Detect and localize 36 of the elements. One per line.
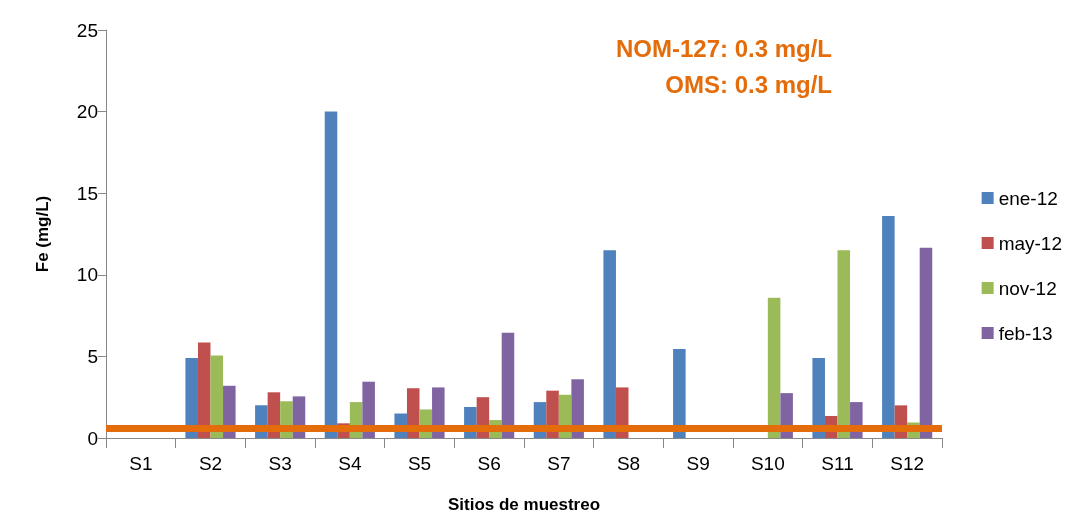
bar (767, 297, 781, 438)
bar (603, 250, 616, 438)
y-axis-title: Fe (mg/L) (33, 195, 52, 273)
bar (812, 358, 825, 438)
x-tick-label: S4 (338, 453, 362, 474)
bar (882, 216, 895, 438)
bar (185, 358, 198, 438)
bar (197, 342, 211, 438)
legend-label: feb-13 (998, 322, 1053, 344)
x-tick-label: S7 (547, 453, 571, 474)
legend-label: ene-12 (998, 187, 1058, 209)
x-tick-label: S9 (686, 453, 710, 474)
legend-label: nov-12 (998, 277, 1057, 299)
bar (919, 247, 933, 438)
bar (673, 349, 686, 438)
x-tick-label: S8 (616, 453, 641, 474)
x-tick-label: S1 (129, 453, 153, 474)
legend-label: may-12 (998, 232, 1062, 254)
bar (837, 250, 851, 438)
annotation: NOM-127: 0.3 mg/L (615, 34, 832, 62)
annotation: OMS: 0.3 mg/L (665, 70, 832, 98)
y-tick-label: 25 (76, 19, 98, 41)
x-tick-label: S10 (750, 453, 785, 474)
y-tick-label: 0 (87, 427, 98, 449)
x-tick-label: S3 (268, 453, 292, 474)
x-tick-label: S12 (890, 453, 925, 474)
x-tick-label: S6 (477, 453, 501, 474)
x-tick-label: S5 (407, 453, 432, 474)
x-axis-title: Sitios de muestreo (447, 495, 601, 514)
y-tick-label: 20 (76, 101, 98, 123)
x-tick-label: S11 (821, 453, 854, 474)
x-tick-label: S2 (198, 453, 223, 474)
y-tick-label: 10 (76, 264, 98, 286)
y-tick-label: 5 (87, 345, 98, 367)
bar (324, 111, 338, 438)
y-tick-label: 15 (76, 182, 98, 204)
